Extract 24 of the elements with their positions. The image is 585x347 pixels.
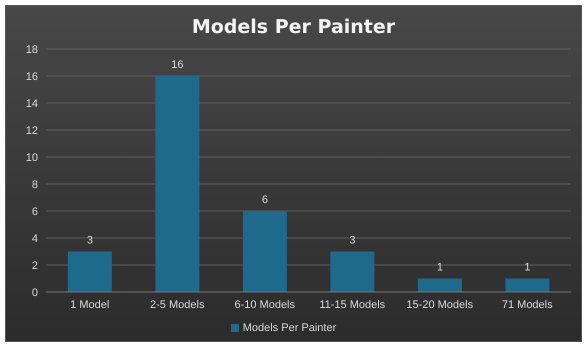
data-label: 16 <box>171 59 184 71</box>
x-tick-label: 15-20 Models <box>406 298 474 311</box>
data-label: 1 <box>436 262 443 274</box>
data-label: 6 <box>262 194 268 206</box>
x-tick-label: 1 Model <box>70 298 110 311</box>
x-tick-label: 11-15 Models <box>319 298 386 311</box>
data-label: 1 <box>524 262 530 274</box>
chart-title: Models Per Painter <box>190 16 396 38</box>
y-tick-label: 16 <box>26 70 38 83</box>
x-tick-label: 71 Models <box>502 298 554 311</box>
y-tick-label: 18 <box>26 44 38 56</box>
y-tick-label: 2 <box>32 260 38 272</box>
y-tick-label: 4 <box>32 232 38 245</box>
x-tick-label: 6-10 Models <box>234 298 296 311</box>
y-tick-label: 12 <box>26 124 38 137</box>
y-tick-label: 8 <box>32 178 38 191</box>
legend-label: Models Per Painter <box>242 322 336 334</box>
y-tick-label: 10 <box>26 152 38 164</box>
y-tick-label: 6 <box>32 206 38 218</box>
y-tick-label: 14 <box>26 98 38 110</box>
y-tick-label: 0 <box>32 286 38 299</box>
x-tick-label: 2-5 Models <box>150 298 205 311</box>
data-label: 3 <box>349 234 356 246</box>
data-label: 3 <box>86 234 93 246</box>
